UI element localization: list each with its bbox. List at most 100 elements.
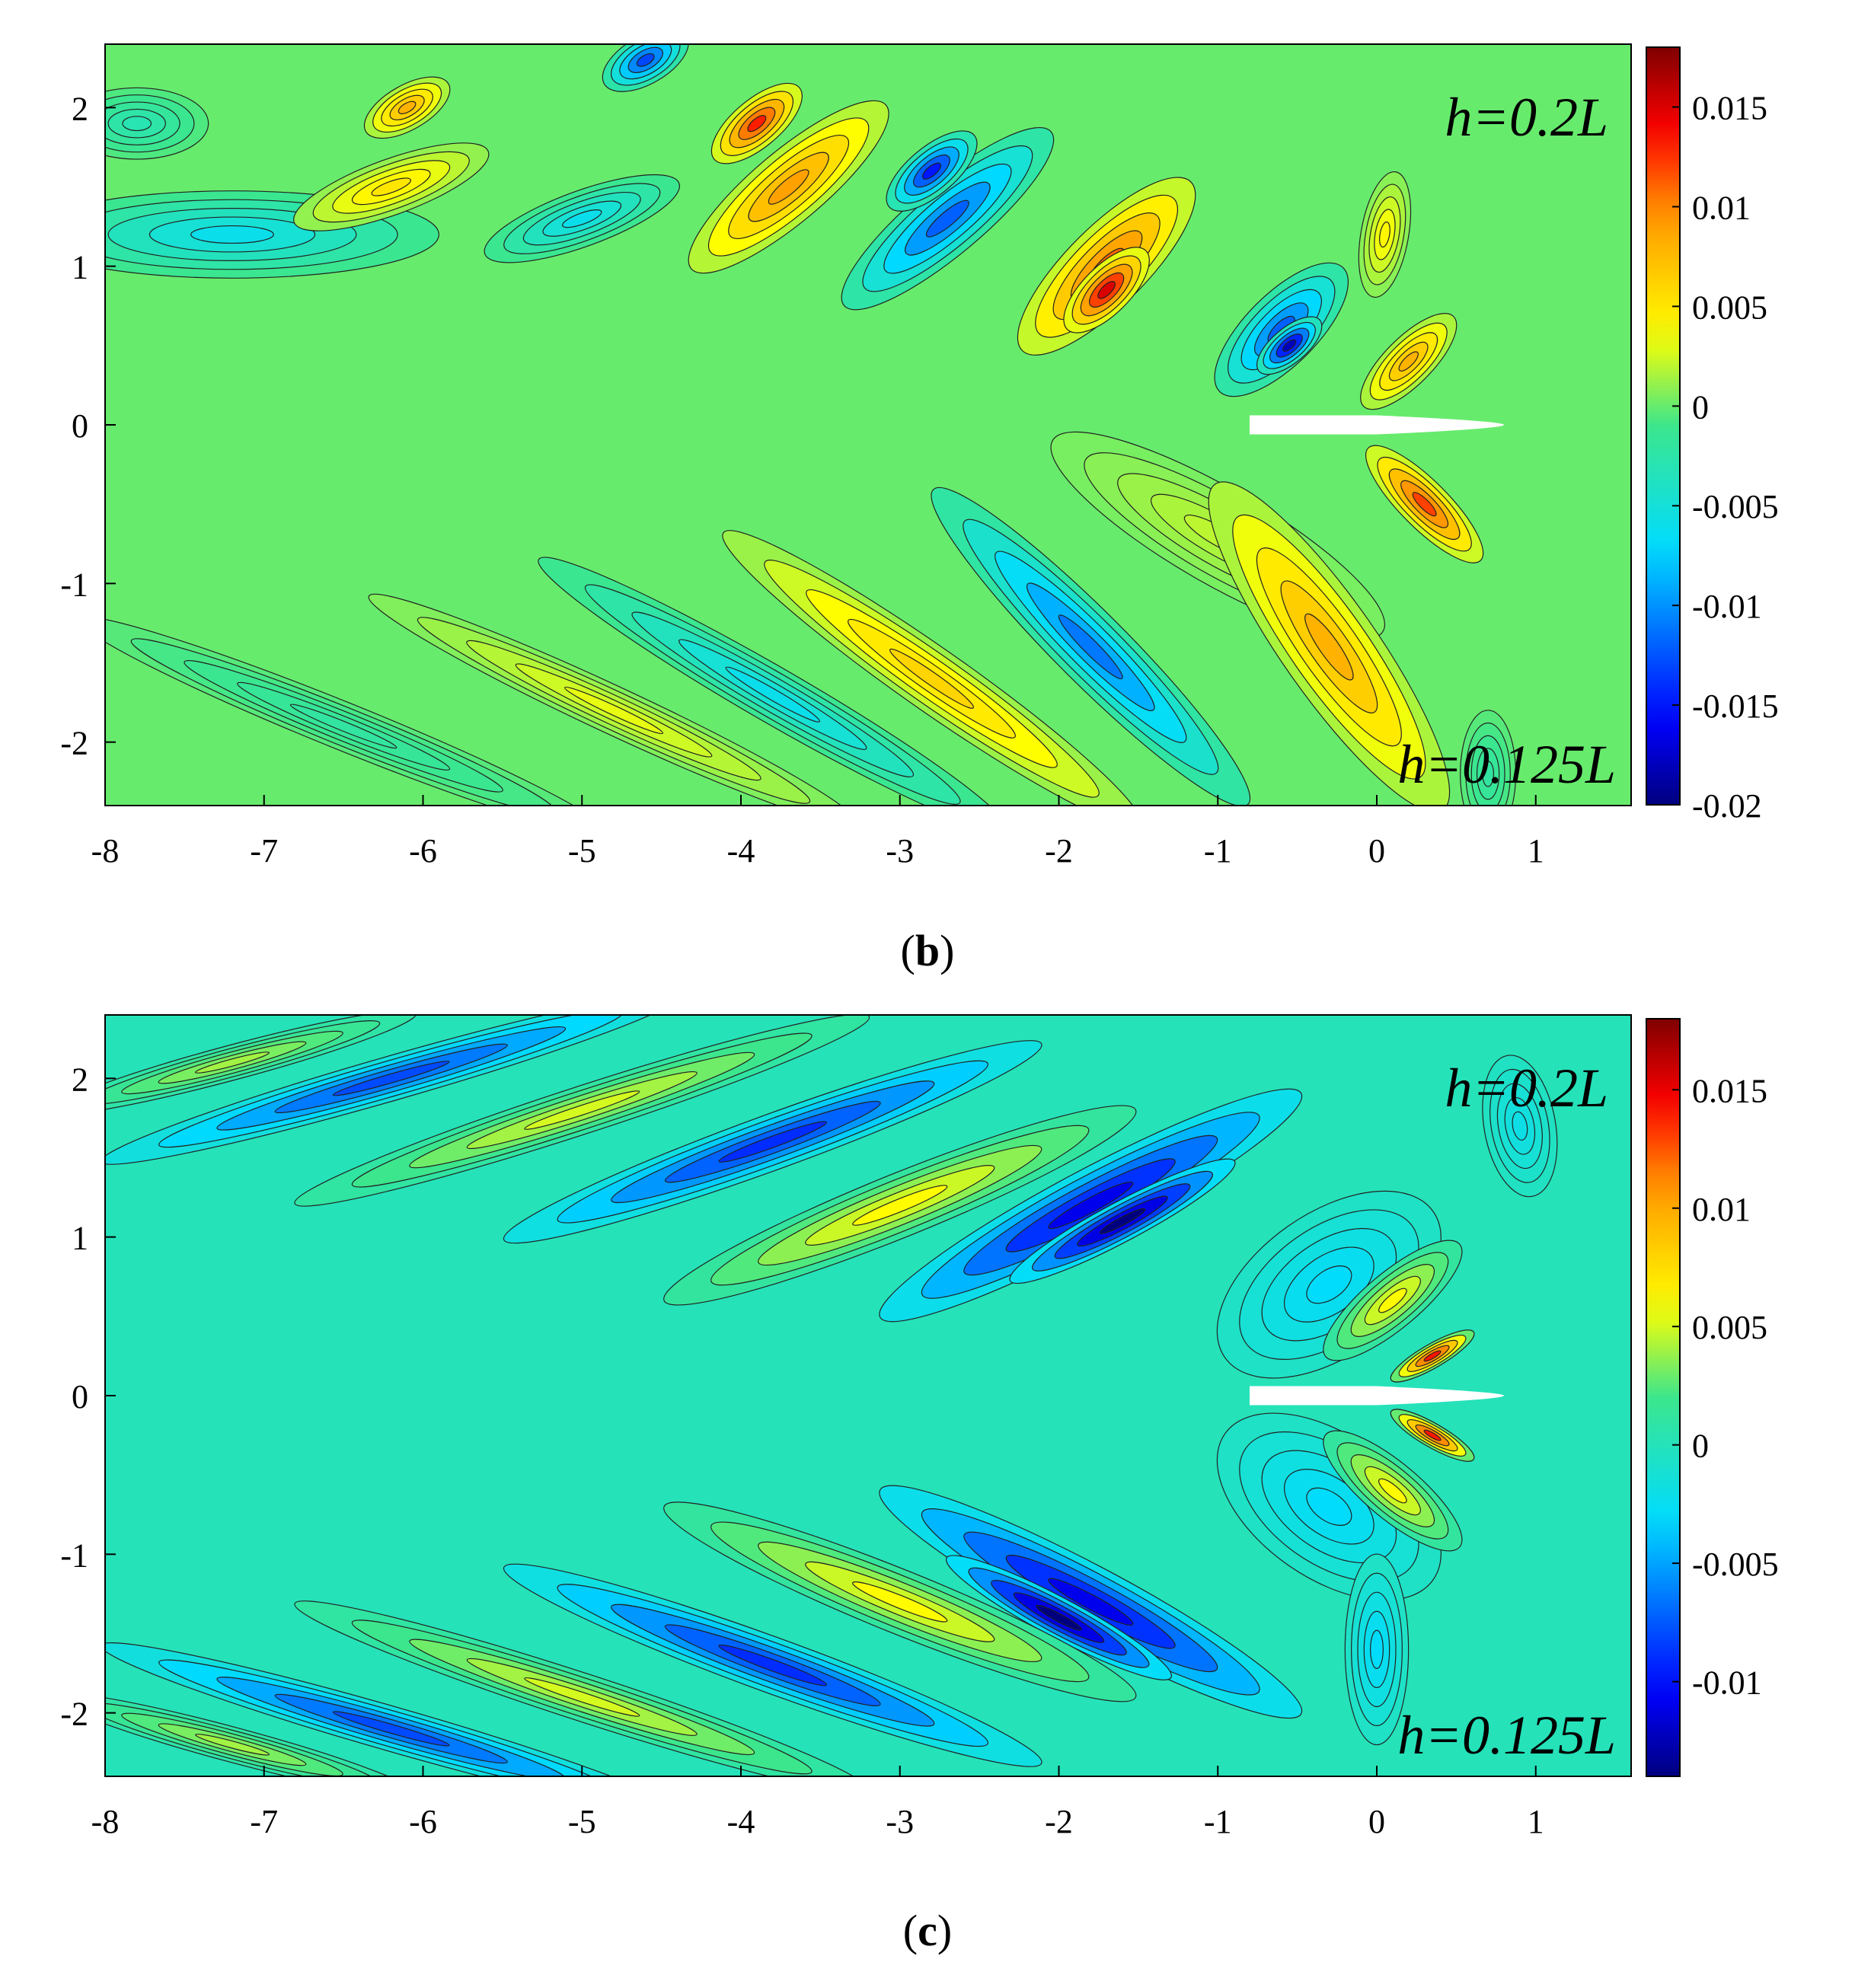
panel-b: -8 -7 -6 -5 -4 -3 -2 -1 0 1 -2 -1 0 1 2 h=0.2L h=0.125L -…: [60, 43, 1779, 975]
x-tick-label: -6: [409, 1803, 437, 1840]
hull-body: [1250, 415, 1504, 435]
x-tick-label: 1: [1528, 1803, 1544, 1840]
y-tick-label: -1: [60, 1536, 88, 1574]
contour-lobe-upper: [398, 101, 417, 114]
panel-c: -8 -7 -6 -5 -4 -3 -2 -1 0 1 -2 -1 0 1 2 h=0.2L h=0.125L -…: [60, 1014, 1779, 1955]
x-tick-label: -3: [886, 1803, 914, 1840]
contour-lobe-lower: [564, 686, 663, 735]
contour-lobe-upper: [562, 209, 602, 228]
colorbar-tick-label: 0.005: [1692, 289, 1767, 326]
annotation-upper: h=0.2L: [1445, 87, 1608, 148]
contour-lobe-upper: [371, 177, 411, 196]
hull-body: [1250, 1386, 1504, 1406]
x-tick-label: -4: [727, 832, 755, 870]
colorbar-tick-label: 0.01: [1692, 1191, 1751, 1228]
contour-lobe-lower: [524, 1677, 640, 1717]
contour-lobe-upper: [852, 1185, 948, 1226]
contour-lobe-lower: [1306, 1487, 1352, 1526]
y-tick-label: 1: [72, 1220, 88, 1257]
contour-lobe-lower: [1304, 613, 1354, 681]
contour-lobe-upper: [768, 169, 809, 205]
x-tick-label: -2: [1045, 832, 1073, 870]
colorbar-tick-label: -0.01: [1692, 588, 1762, 625]
contour-lobe-upper: [1423, 1350, 1442, 1362]
colorbar-tick-label: 0: [1692, 388, 1709, 426]
y-tick-label: 0: [72, 1378, 88, 1415]
contour-lobe-upper: [190, 225, 274, 244]
contour-lobe-lower: [1412, 492, 1437, 517]
x-tick-label: -7: [250, 832, 278, 870]
contour-lobe-lower: [194, 1734, 270, 1756]
contour-lobe-upper: [122, 116, 152, 132]
contour-lobe-lower: [718, 1644, 828, 1686]
contour-lobe-lower: [1482, 761, 1495, 787]
annotation-upper: h=0.2L: [1445, 1058, 1608, 1118]
contour-lobe-lower: [332, 1711, 450, 1747]
colorbar-tick-label: 0.015: [1692, 1072, 1767, 1109]
contour-lobe-upper: [332, 1061, 450, 1096]
contour-lobe-upper: [194, 1051, 270, 1074]
x-tick-label: 0: [1368, 832, 1385, 870]
x-tick-label: -8: [91, 1803, 120, 1840]
contour-lobe-upper: [1379, 221, 1390, 248]
contour-lobe-upper: [1048, 1181, 1134, 1230]
y-tick-label: -1: [60, 566, 88, 603]
contour-lobe-upper: [718, 1121, 828, 1163]
colorbar-tick-label: 0.015: [1692, 90, 1767, 127]
y-tick-label: 1: [72, 249, 88, 286]
contour-lobe-lower: [852, 1581, 948, 1623]
y-tick-label: 2: [72, 90, 88, 127]
x-tick-label: -1: [1204, 832, 1232, 870]
colorbar-tick-label: -0.005: [1692, 1546, 1779, 1583]
y-tick-label: -2: [60, 1696, 88, 1733]
contour-lobe-lower: [1036, 1604, 1082, 1631]
colorbar-tick-label: 0.005: [1692, 1309, 1767, 1346]
contour-lobe-upper: [925, 199, 969, 238]
contour-lobe-upper: [1398, 351, 1419, 372]
x-tick-label: -7: [250, 1803, 278, 1840]
contour-lobe-lower: [1423, 1429, 1442, 1441]
contour-lobe-lower: [1058, 614, 1123, 680]
contour-lobe-upper: [636, 53, 655, 67]
colorbar-tick-label: 0.01: [1692, 189, 1751, 226]
colorbar-tick-label: -0.01: [1692, 1664, 1762, 1702]
colorbar-tick-label: -0.015: [1692, 688, 1779, 725]
colorbar-tick-label: -0.005: [1692, 488, 1779, 525]
x-tick-label: -2: [1045, 1803, 1073, 1840]
contour-lobe-lower: [289, 704, 398, 749]
x-tick-label: -5: [568, 832, 596, 870]
contour-lobe-upper: [1097, 281, 1116, 299]
x-tick-label: -4: [727, 1803, 755, 1840]
contour-lobe-upper: [747, 115, 767, 132]
contour-lobe-upper: [1378, 1288, 1407, 1313]
x-tick-label: -3: [886, 832, 914, 870]
y-tick-label: 2: [72, 1061, 88, 1098]
colorbar: [1646, 46, 1681, 806]
x-tick-label: -1: [1204, 1803, 1232, 1840]
annotation-lower: h=0.125L: [1397, 734, 1616, 795]
colorbar-tick-label: -0.02: [1692, 787, 1762, 825]
contour-field: [105, 44, 1631, 806]
y-tick-label: 0: [72, 407, 88, 445]
colorbar: [1646, 1018, 1681, 1777]
x-tick-label: 0: [1368, 1803, 1385, 1840]
contour-lobe-upper: [524, 1090, 640, 1130]
contour-lobe-upper: [922, 162, 941, 180]
x-tick-label: -6: [409, 832, 437, 870]
contour-lobe-upper: [1306, 1265, 1352, 1304]
contour-lobe-lower: [889, 648, 975, 709]
contour-lobe-upper: [1099, 1208, 1146, 1234]
colorbar-tick-label: 0: [1692, 1428, 1709, 1465]
panel-caption: (b): [901, 926, 955, 975]
x-tick-label: -5: [568, 1803, 596, 1840]
annotation-lower: h=0.125L: [1397, 1705, 1616, 1766]
x-tick-label: -8: [91, 832, 120, 870]
contour-lobe-lower: [1378, 1478, 1407, 1504]
contour-lobe-lower: [725, 666, 820, 723]
contour-lobe-lower: [1048, 1578, 1134, 1626]
contour-field: [105, 1015, 1631, 1776]
x-tick-label: 1: [1528, 832, 1544, 870]
contour-lobe-upper: [1512, 1111, 1528, 1141]
y-tick-label: -2: [60, 725, 88, 762]
